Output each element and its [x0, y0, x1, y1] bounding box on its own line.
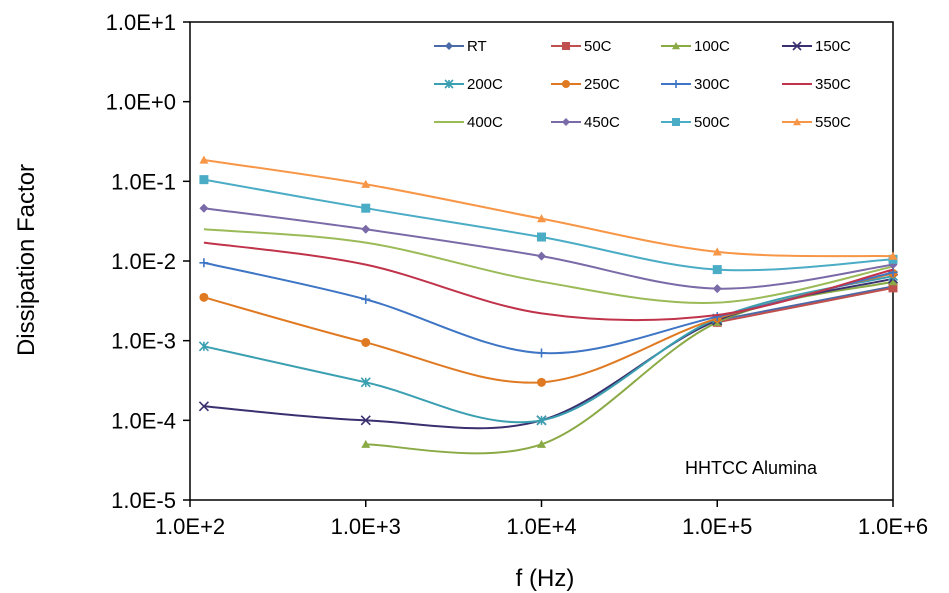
- data-point: [712, 247, 722, 256]
- y-axis-label: Dissipation Factor: [13, 164, 40, 356]
- data-point: [793, 118, 801, 126]
- data-point: [672, 80, 680, 88]
- y-tick-label: 1.0E-2: [111, 249, 176, 274]
- legend-item-350c: 350C: [782, 76, 851, 93]
- series-100c: [361, 277, 898, 455]
- x-axis-ticks: 1.0E+2 1.0E+3 1.0E+4 1.0E+5 1.0E+6: [155, 500, 928, 539]
- series-lines: [198, 155, 899, 455]
- legend-label: 150C: [815, 38, 851, 55]
- data-point: [537, 348, 546, 358]
- y-tick-label: 1.0E+1: [106, 10, 176, 35]
- data-point: [562, 42, 570, 50]
- data-point: [361, 179, 371, 188]
- data-point: [360, 377, 371, 388]
- y-tick-label: 1.0E+0: [106, 90, 176, 115]
- legend-label: 500C: [694, 114, 730, 131]
- data-point: [199, 258, 209, 268]
- data-point: [537, 232, 546, 242]
- legend-label: RT: [467, 38, 487, 55]
- legend-label: 350C: [815, 76, 851, 93]
- legend-label: 450C: [584, 114, 620, 131]
- data-point: [712, 284, 722, 294]
- x-axis-label: f (Hz): [516, 565, 575, 592]
- data-point: [199, 203, 209, 213]
- data-point: [199, 292, 209, 302]
- data-point: [361, 439, 371, 448]
- data-point: [562, 118, 570, 126]
- data-point: [444, 79, 454, 89]
- data-point: [712, 312, 722, 322]
- data-point: [888, 267, 898, 277]
- legend-label: 400C: [467, 114, 503, 131]
- data-point: [198, 341, 209, 352]
- data-point: [792, 41, 802, 51]
- data-point: [888, 277, 898, 286]
- y-tick-label: 1.0E-4: [111, 408, 176, 433]
- legend: RT 50C 100C 150C 200C 250C 300C 350C 400C 450C 500…: [434, 38, 851, 131]
- x-tick-label: 1.0E+5: [682, 514, 752, 539]
- legend-item-rt: RT: [434, 38, 487, 55]
- x-tick-label: 1.0E+4: [506, 514, 576, 539]
- data-point: [537, 214, 546, 223]
- legend-item-400c: 400C: [434, 114, 503, 131]
- series-line: [203, 228, 894, 304]
- data-point: [199, 175, 209, 185]
- y-tick-label: 1.0E-5: [111, 488, 176, 513]
- legend-item-550c: 550C: [782, 114, 851, 131]
- data-point: [198, 401, 209, 412]
- y-axis-ticks: 1.0E+1 1.0E+0 1.0E-1 1.0E-2 1.0E-3 1.0E-4 1.0E…: [106, 10, 190, 513]
- data-point: [537, 251, 546, 261]
- series-line: [365, 280, 894, 455]
- series-400c: [203, 228, 894, 304]
- data-point: [361, 224, 371, 234]
- series-line: [717, 285, 894, 322]
- chart-annotation: HHTCC Alumina: [685, 458, 818, 478]
- legend-item-200c: 200C: [434, 76, 503, 93]
- y-tick-label: 1.0E-3: [111, 329, 176, 354]
- data-point: [360, 415, 371, 426]
- data-point: [712, 265, 722, 275]
- x-tick-label: 1.0E+2: [155, 514, 225, 539]
- legend-label: 300C: [694, 76, 730, 93]
- x-tick-label: 1.0E+3: [331, 514, 401, 539]
- data-point: [888, 251, 898, 260]
- legend-item-50c: 50C: [551, 38, 612, 55]
- series-line: [203, 241, 894, 322]
- x-tick-label: 1.0E+6: [858, 514, 928, 539]
- legend-item-100c: 100C: [661, 38, 730, 55]
- data-point: [199, 155, 209, 164]
- legend-label: 100C: [694, 38, 730, 55]
- legend-item-500c: 500C: [661, 114, 730, 131]
- data-point: [537, 377, 546, 387]
- legend-item-250c: 250C: [551, 76, 620, 93]
- legend-item-450c: 450C: [551, 114, 620, 131]
- legend-item-300c: 300C: [661, 76, 730, 93]
- data-point: [445, 42, 453, 50]
- data-point: [672, 42, 680, 50]
- series-line: [717, 286, 894, 324]
- data-point: [672, 118, 680, 126]
- data-point: [562, 80, 570, 88]
- series-350c: [203, 241, 894, 322]
- data-point: [888, 283, 898, 293]
- y-tick-label: 1.0E-1: [111, 169, 176, 194]
- data-point: [361, 203, 371, 213]
- legend-label: 250C: [584, 76, 620, 93]
- data-point: [361, 337, 371, 347]
- data-point: [361, 294, 371, 304]
- legend-label: 50C: [584, 38, 612, 55]
- series-550c: [199, 155, 898, 260]
- legend-label: 200C: [467, 76, 503, 93]
- data-point: [537, 439, 546, 448]
- legend-item-150c: 150C: [782, 38, 851, 55]
- legend-label: 550C: [815, 114, 851, 131]
- data-point: [536, 415, 547, 426]
